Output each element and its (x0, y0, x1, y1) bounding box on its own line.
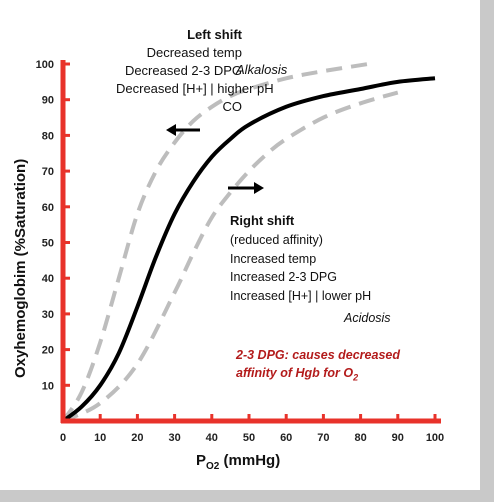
left-shift-title: Left shift (187, 27, 242, 42)
alkalosis-label: Alkalosis (236, 62, 288, 77)
y-tick-label: 80 (42, 130, 54, 142)
y-axis-label: Oxyhemoglobim (%Saturation) (12, 158, 29, 378)
left-shift-line-4: CO (222, 99, 243, 114)
y-tick-label: 70 (42, 166, 54, 178)
right-shift-line-3: Increased 2-3 DPG (230, 270, 337, 284)
x-tick-label: 0 (60, 432, 66, 444)
dpg-note-line-2: affinity of Hgb for O2 (236, 364, 358, 387)
x-tick-label: 20 (131, 432, 143, 444)
dpg-note-line-2-text: affinity of Hgb for O (236, 366, 354, 380)
y-tick-label: 100 (36, 59, 54, 71)
x-tick-label: 80 (354, 432, 366, 444)
y-tick-label: 10 (42, 380, 54, 392)
dpg-note-subscript: 2 (353, 372, 359, 383)
x-tick-label: 70 (317, 432, 329, 444)
right-shift-curve (62, 90, 399, 423)
right-shift-title: Right shift (230, 213, 295, 228)
y-tick-label: 50 (42, 238, 54, 250)
y-tick-label: 60 (42, 202, 54, 214)
left-shift-line-3: Decreased [H+] | higher pH (116, 81, 274, 96)
x-axis-label-unit: (mmHg) (223, 452, 281, 469)
right-shift-line-2: Increased temp (230, 252, 317, 266)
acidosis-label: Acidosis (344, 311, 391, 325)
y-tick-label: 90 (42, 95, 54, 107)
x-axis-label-p: P (196, 452, 207, 469)
normal-curve (61, 76, 436, 423)
y-tick-label: 20 (42, 345, 54, 357)
dpg-note-line-1: 2-3 DPG: causes decreased (236, 348, 400, 362)
x-tick-label: 60 (280, 432, 292, 444)
y-tick-label: 40 (42, 273, 54, 285)
right-shift-line-4: Increased [H+] | lower pH (230, 289, 372, 303)
left-shift-arrowhead (166, 124, 176, 136)
x-tick-label: 10 (94, 432, 106, 444)
x-tick-label: 40 (206, 432, 218, 444)
x-tick-label: 50 (243, 432, 255, 444)
x-tick-label: 30 (168, 432, 180, 444)
left-shift-line-2: Decreased 2-3 DPG (124, 63, 242, 78)
x-axis-label-sub: O2 (206, 461, 220, 472)
x-tick-label: 90 (392, 432, 404, 444)
right-shift-arrowhead (254, 182, 264, 194)
y-tick-label: 30 (42, 309, 54, 321)
left-shift-curve (61, 62, 369, 423)
x-tick-label: 100 (426, 432, 444, 444)
right-shift-line-1: (reduced affinity) (230, 233, 323, 247)
left-shift-line-1: Decreased temp (146, 45, 242, 60)
x-axis-label: PO2 (mmHg) (196, 452, 280, 472)
